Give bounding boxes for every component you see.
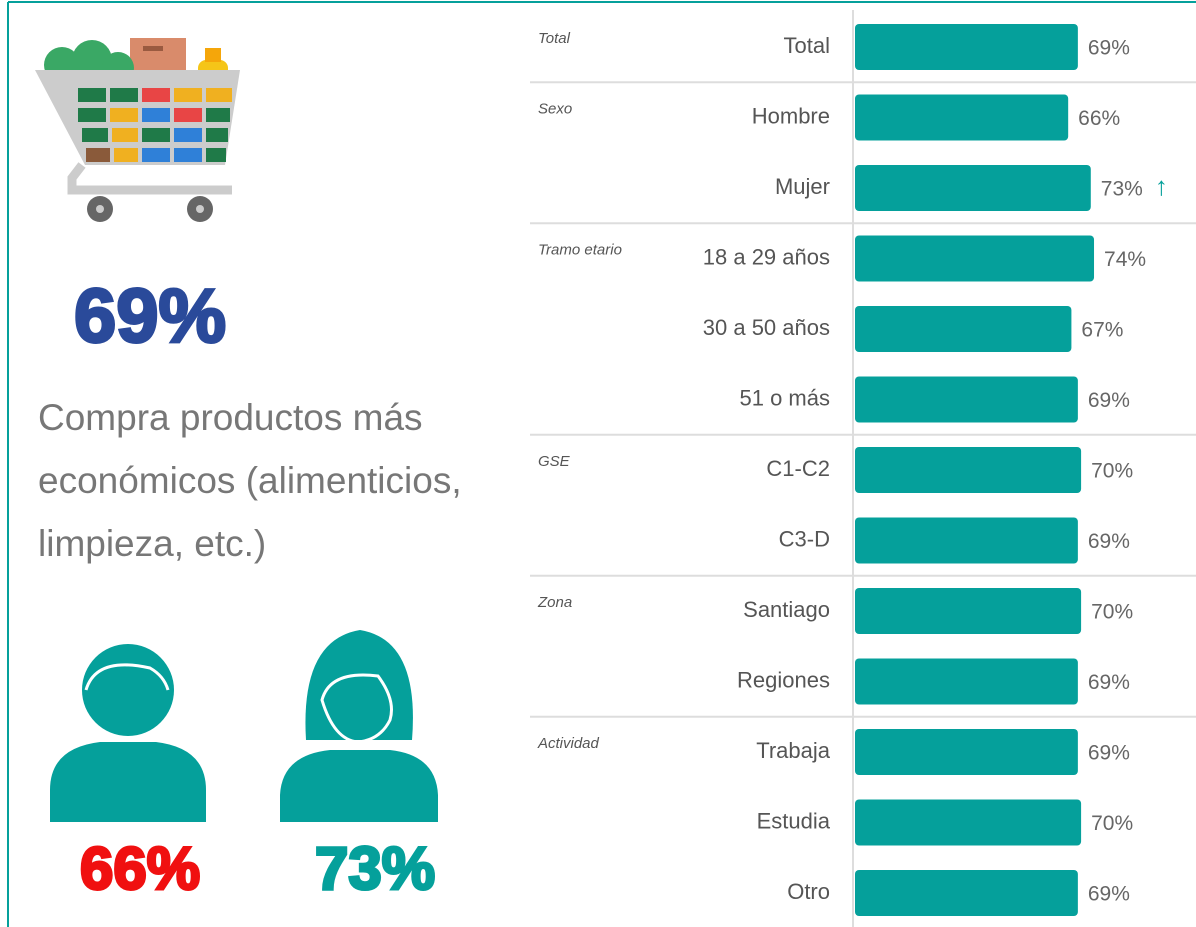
category-label: Mujer <box>775 174 830 199</box>
bar <box>855 236 1094 282</box>
bar <box>855 659 1078 705</box>
category-label: 51 o más <box>740 385 831 410</box>
category-label: Regiones <box>737 667 830 692</box>
bar <box>855 800 1081 846</box>
value-label: 70% <box>1091 460 1133 483</box>
cart-icon <box>35 38 240 222</box>
group-label: Zona <box>537 594 572 611</box>
bar <box>855 24 1078 70</box>
category-label: 30 a 50 años <box>703 315 830 340</box>
infographic: 69% Compra productos más económicos (ali… <box>0 0 1196 927</box>
man-icon <box>50 644 206 822</box>
group-label: GSE <box>538 453 571 470</box>
description-line: económicos (alimenticios, <box>38 460 462 501</box>
value-label: 70% <box>1091 601 1133 624</box>
value-label: 69% <box>1088 530 1130 553</box>
women-value: 73% <box>315 835 435 902</box>
value-label: 73% <box>1101 178 1143 201</box>
bar <box>855 729 1078 775</box>
group-label: Sexo <box>538 100 572 117</box>
group-label: Tramo etario <box>538 241 622 258</box>
value-label: 69% <box>1088 671 1130 694</box>
value-label: 69% <box>1088 37 1130 60</box>
marker: ↑ <box>1155 171 1168 201</box>
category-label: C3-D <box>779 526 830 551</box>
category-label: Total <box>784 33 830 58</box>
category-label: Santiago <box>743 597 830 622</box>
value-label: 66% <box>1078 107 1120 130</box>
bar <box>855 447 1081 493</box>
bar <box>855 306 1071 352</box>
category-label: Estudia <box>757 808 831 833</box>
description-line: Compra productos más <box>38 397 423 438</box>
category-label: Otro <box>787 879 830 904</box>
bar <box>855 588 1081 634</box>
bar <box>855 870 1078 916</box>
value-label: 67% <box>1081 319 1123 342</box>
category-label: Hombre <box>752 103 830 128</box>
value-label: 74% <box>1104 248 1146 271</box>
value-label: 69% <box>1088 883 1130 906</box>
value-label: 70% <box>1091 812 1133 835</box>
value-label: 69% <box>1088 742 1130 765</box>
bar <box>855 377 1078 423</box>
category-label: 18 a 29 años <box>703 244 830 269</box>
bar <box>855 518 1078 564</box>
group-label: Total <box>538 30 571 47</box>
value-label: 69% <box>1088 389 1130 412</box>
category-label: C1-C2 <box>766 456 830 481</box>
woman-icon <box>280 630 438 822</box>
description-line: limpieza, etc.) <box>38 523 266 564</box>
bar <box>855 165 1091 211</box>
headline: 69% <box>74 274 226 359</box>
bar <box>855 95 1068 141</box>
men-value: 66% <box>80 835 200 902</box>
group-label: Actividad <box>537 735 600 752</box>
category-label: Trabaja <box>756 738 831 763</box>
